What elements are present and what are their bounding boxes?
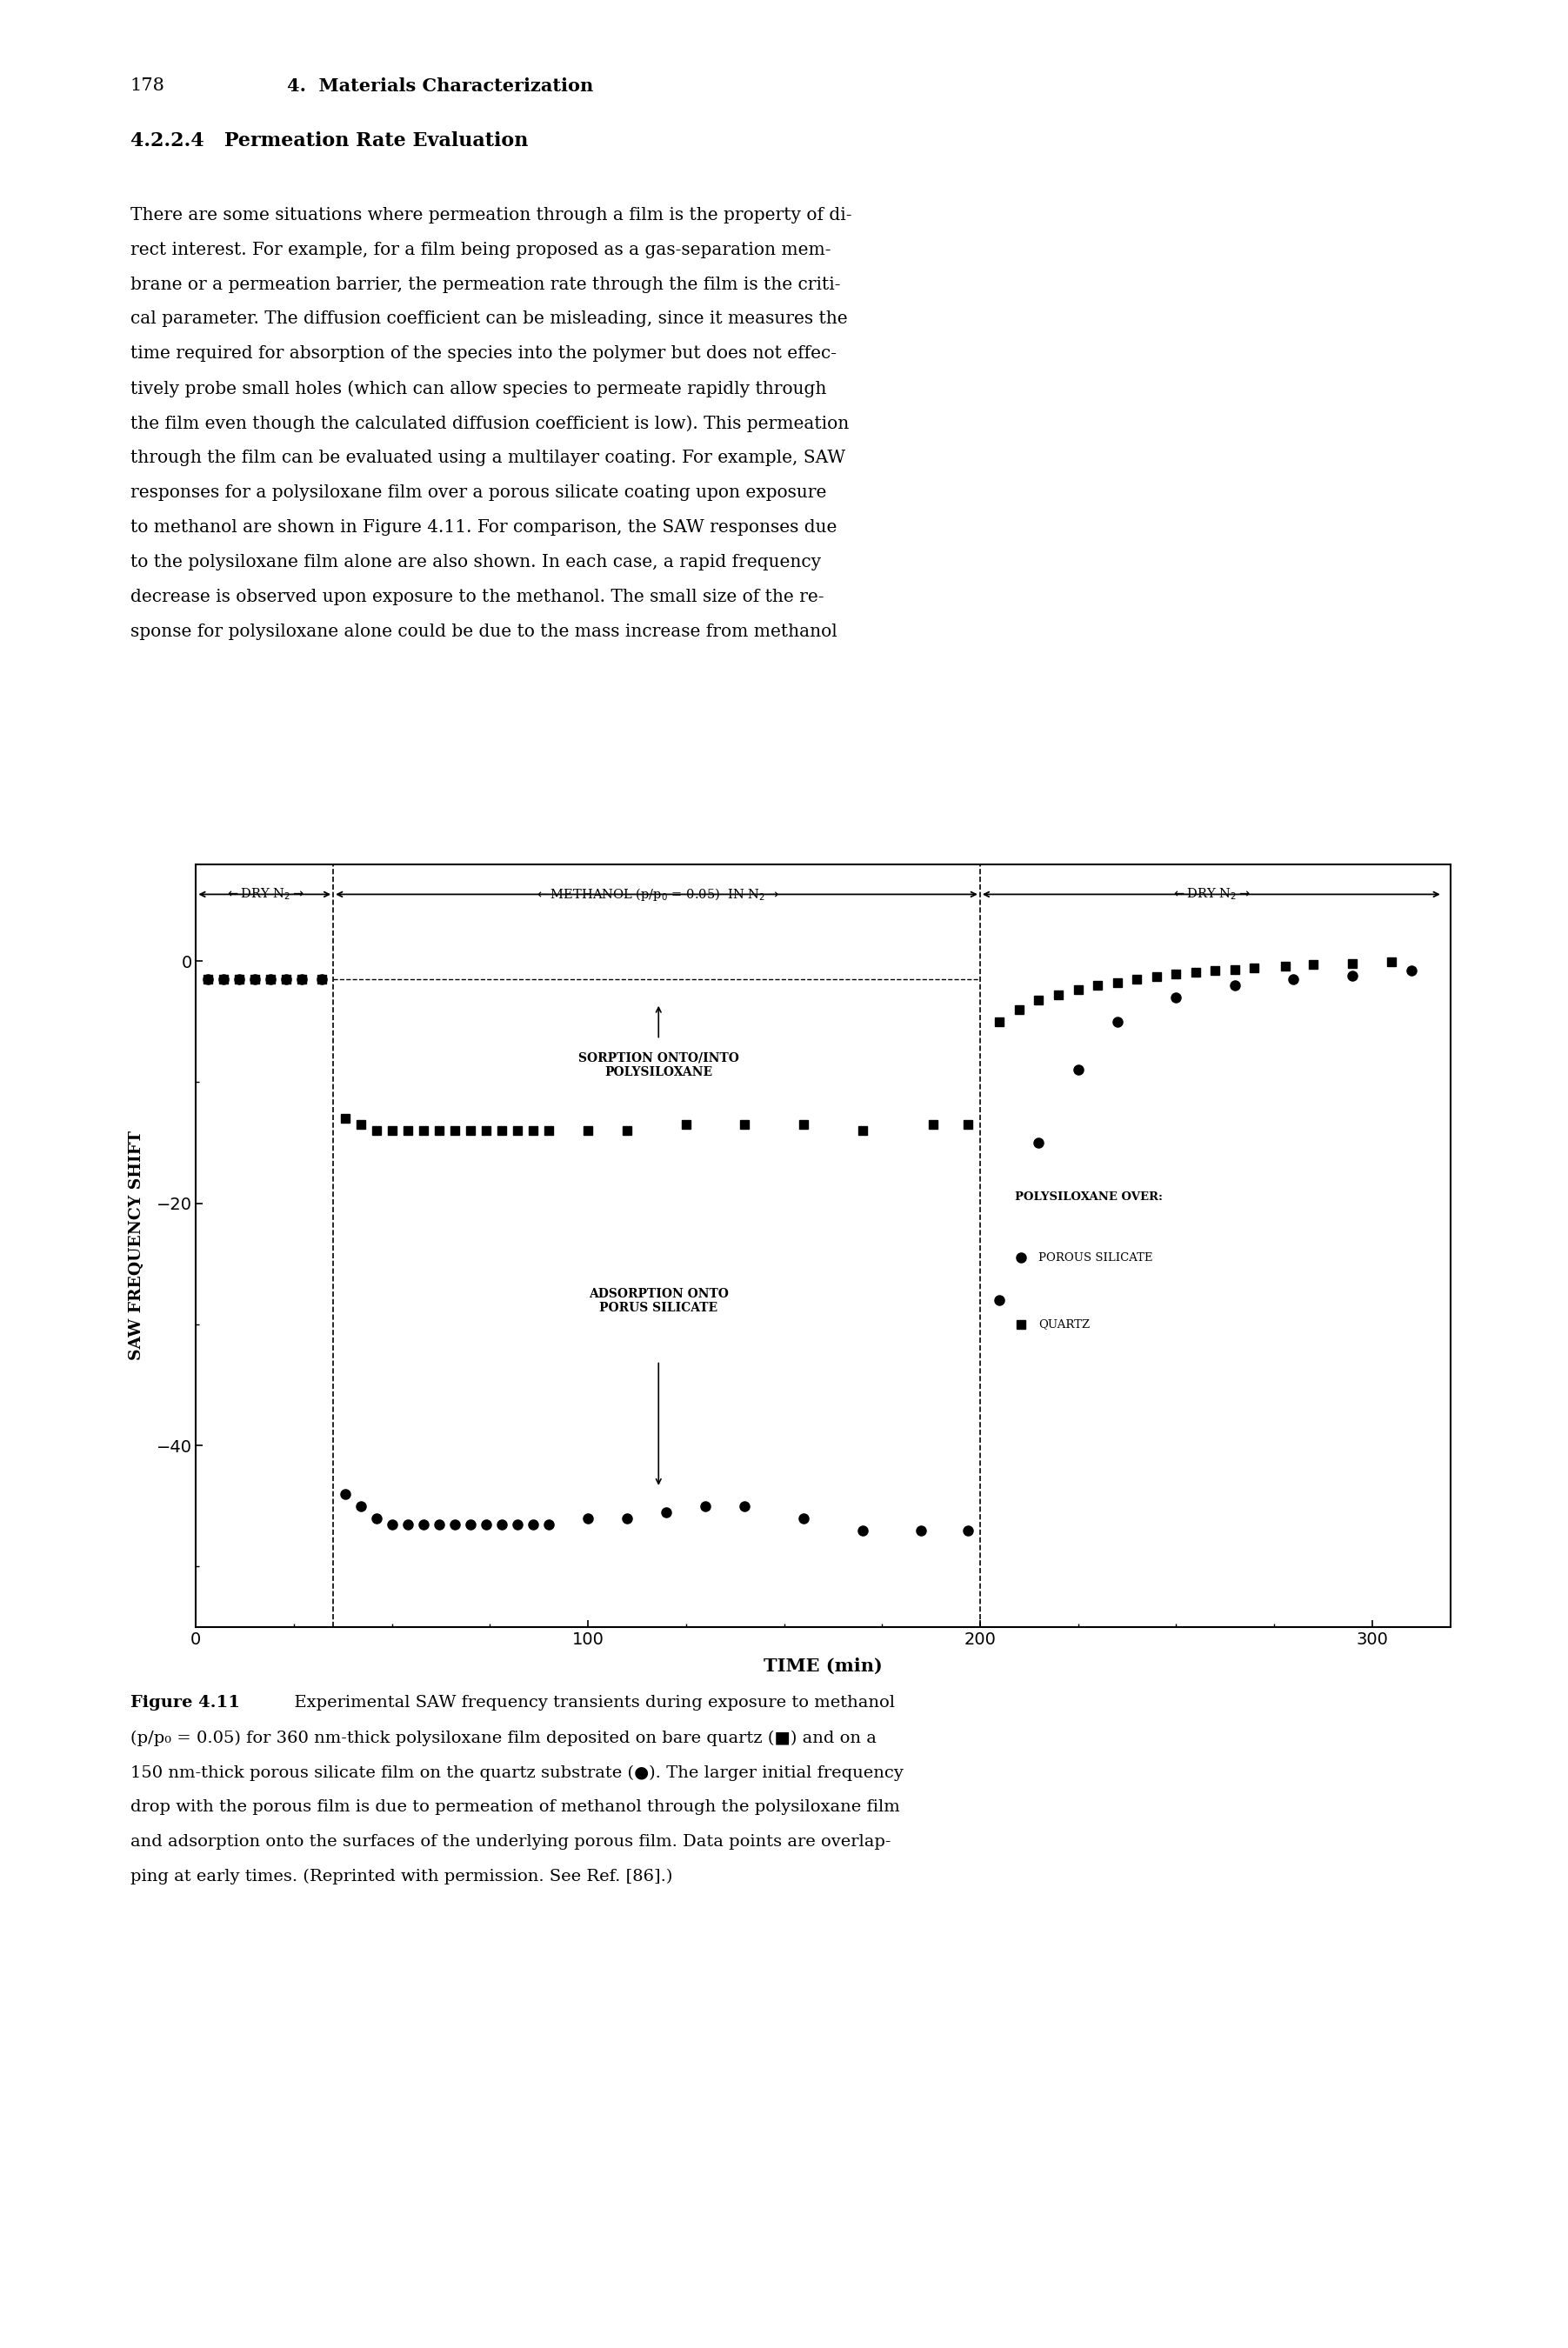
Text: Figure 4.11: Figure 4.11 (130, 1695, 240, 1712)
Text: the film even though the calculated diffusion coefficient is low). This permeati: the film even though the calculated diff… (130, 416, 848, 432)
Text: rect interest. For example, for a film being proposed as a gas-separation mem-: rect interest. For example, for a film b… (130, 242, 831, 258)
Text: $\leftarrow$DRY N$_2$$\rightarrow$: $\leftarrow$DRY N$_2$$\rightarrow$ (1171, 888, 1251, 902)
Text: $\leftarrow$METHANOL (p/p$_0$ = 0.05)  IN N$_2$$\rightarrow$: $\leftarrow$METHANOL (p/p$_0$ = 0.05) IN… (535, 885, 779, 902)
X-axis label: TIME (min): TIME (min) (764, 1658, 883, 1674)
Text: ping at early times. (Reprinted with permission. See Ref. [86].): ping at early times. (Reprinted with per… (130, 1869, 673, 1885)
Text: brane or a permeation barrier, the permeation rate through the film is the criti: brane or a permeation barrier, the perme… (130, 277, 840, 294)
Text: (p/p₀ = 0.05) for 360 nm-thick polysiloxane film deposited on bare quartz (■) an: (p/p₀ = 0.05) for 360 nm-thick polysilox… (130, 1730, 877, 1747)
Text: sponse for polysiloxane alone could be due to the mass increase from methanol: sponse for polysiloxane alone could be d… (130, 625, 837, 641)
Text: ADSORPTION ONTO
PORUS SILICATE: ADSORPTION ONTO PORUS SILICATE (588, 1289, 729, 1315)
Text: There are some situations where permeation through a film is the property of di-: There are some situations where permeati… (130, 207, 851, 223)
Text: cal parameter. The diffusion coefficient can be misleading, since it measures th: cal parameter. The diffusion coefficient… (130, 310, 847, 326)
Text: 4.  Materials Characterization: 4. Materials Characterization (287, 77, 593, 94)
Text: time required for absorption of the species into the polymer but does not effec-: time required for absorption of the spec… (130, 345, 836, 362)
Text: 178: 178 (130, 77, 165, 94)
Text: POLYSILOXANE OVER:: POLYSILOXANE OVER: (1016, 1190, 1163, 1202)
Text: through the film can be evaluated using a multilayer coating. For example, SAW: through the film can be evaluated using … (130, 451, 845, 467)
Text: drop with the porous film is due to permeation of methanol through the polysilox: drop with the porous film is due to perm… (130, 1799, 900, 1815)
Text: 4.2.2.4   Permeation Rate Evaluation: 4.2.2.4 Permeation Rate Evaluation (130, 131, 528, 150)
Text: POROUS SILICATE: POROUS SILICATE (1040, 1251, 1152, 1263)
Text: to the polysiloxane film alone are also shown. In each case, a rapid frequency: to the polysiloxane film alone are also … (130, 554, 820, 571)
Text: responses for a polysiloxane film over a porous silicate coating upon exposure: responses for a polysiloxane film over a… (130, 484, 826, 500)
Text: $\leftarrow$DRY N$_2$$\rightarrow$: $\leftarrow$DRY N$_2$$\rightarrow$ (224, 888, 304, 902)
Text: tively probe small holes (which can allow species to permeate rapidly through: tively probe small holes (which can allo… (130, 380, 826, 397)
Text: and adsorption onto the surfaces of the underlying porous film. Data points are : and adsorption onto the surfaces of the … (130, 1834, 891, 1850)
Text: to methanol are shown in Figure 4.11. For comparison, the SAW responses due: to methanol are shown in Figure 4.11. Fo… (130, 519, 837, 535)
Y-axis label: SAW FREQUENCY SHIFT: SAW FREQUENCY SHIFT (129, 1132, 144, 1359)
Text: 150 nm-thick porous silicate film on the quartz substrate (●). The larger initia: 150 nm-thick porous silicate film on the… (130, 1766, 903, 1780)
Text: QUARTZ: QUARTZ (1040, 1320, 1090, 1329)
Text: decrease is observed upon exposure to the methanol. The small size of the re-: decrease is observed upon exposure to th… (130, 589, 823, 606)
Text: SORPTION ONTO/INTO
POLYSILOXANE: SORPTION ONTO/INTO POLYSILOXANE (579, 1052, 739, 1078)
Text: Experimental SAW frequency transients during exposure to methanol: Experimental SAW frequency transients du… (284, 1695, 895, 1712)
